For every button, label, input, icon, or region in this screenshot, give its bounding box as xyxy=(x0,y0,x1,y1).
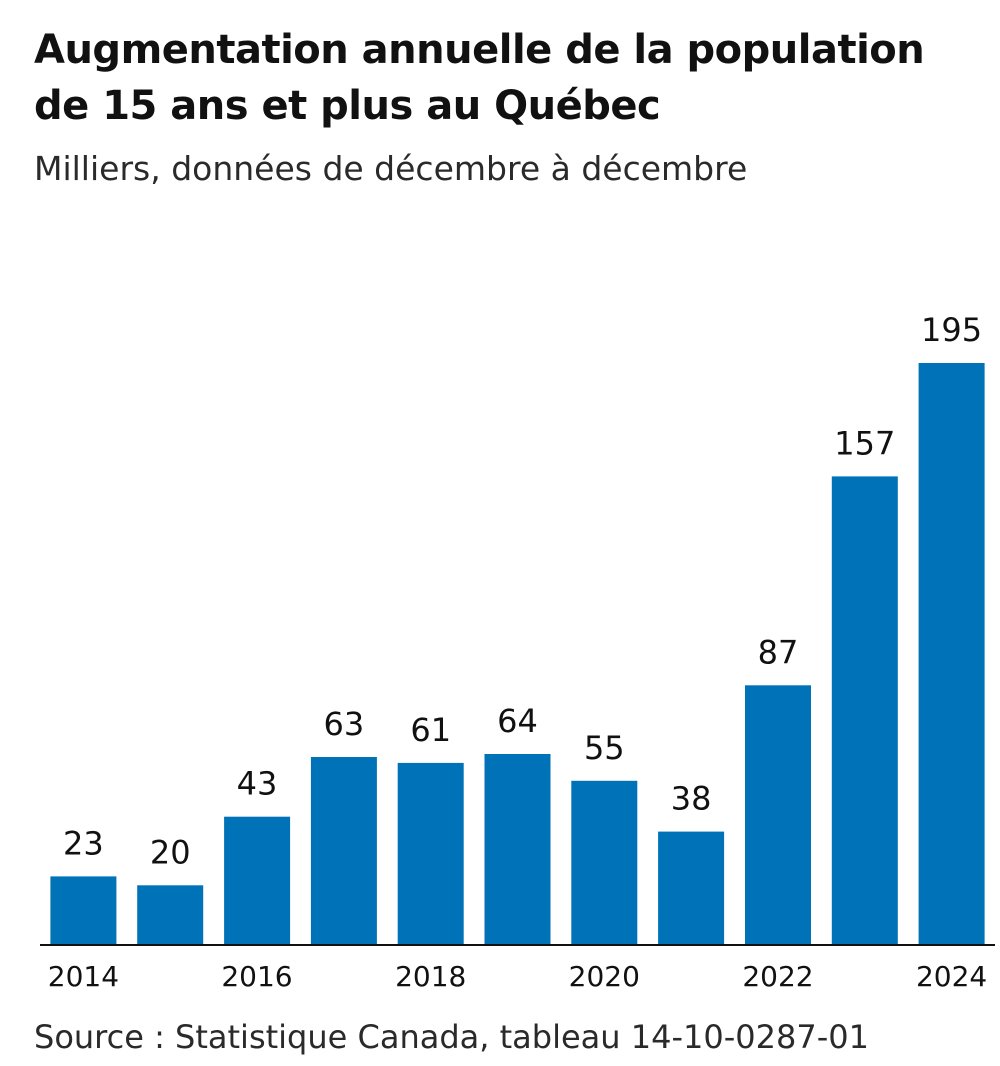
data-label-2020: 55 xyxy=(584,729,625,767)
x-tick-label-2018: 2018 xyxy=(395,960,466,993)
x-tick-label-2022: 2022 xyxy=(742,960,813,993)
data-label-2016: 43 xyxy=(237,765,278,803)
bar-chart: 23 20 43 63 61 64 55 38 87 157 195 2014 2016 2018 202… xyxy=(40,311,995,993)
data-label-2018: 61 xyxy=(410,711,451,749)
data-label-2023: 157 xyxy=(834,424,895,462)
bar-2017 xyxy=(310,757,377,945)
data-label-2019: 64 xyxy=(497,702,538,740)
bar-2024 xyxy=(918,363,985,945)
bar-2021 xyxy=(658,831,725,945)
bar-2018 xyxy=(397,762,464,945)
bar-2022 xyxy=(745,685,811,945)
x-tick-label-2024: 2024 xyxy=(916,960,987,993)
bar-2023 xyxy=(831,476,898,945)
data-label-2017: 63 xyxy=(324,705,365,743)
bar-2015 xyxy=(137,885,204,945)
x-tick-label-2020: 2020 xyxy=(569,960,640,993)
x-tick-label-2014: 2014 xyxy=(48,960,119,993)
bar-2014 xyxy=(50,876,117,945)
data-label-2022: 87 xyxy=(758,633,799,671)
data-label-2015: 20 xyxy=(150,833,191,871)
data-label-2024: 195 xyxy=(921,311,982,349)
bar-2016 xyxy=(224,816,291,945)
bar-2020 xyxy=(571,780,638,945)
bars-group xyxy=(50,363,985,945)
x-tick-label-2016: 2016 xyxy=(221,960,292,993)
data-label-2021: 38 xyxy=(671,780,712,818)
data-labels-group: 23 20 43 63 61 64 55 38 87 157 195 xyxy=(63,311,982,871)
x-tick-labels-group: 2014 2016 2018 2020 2022 2024 xyxy=(48,960,987,993)
chart-subtitle: Milliers, données de décembre à décembre xyxy=(34,149,748,188)
chart-title: Augmentation annuelle de la population d… xyxy=(34,27,925,129)
source-note: Source : Statistique Canada, tableau 14-… xyxy=(34,1018,869,1056)
bar-2019 xyxy=(484,754,551,945)
data-label-2014: 23 xyxy=(63,824,104,862)
